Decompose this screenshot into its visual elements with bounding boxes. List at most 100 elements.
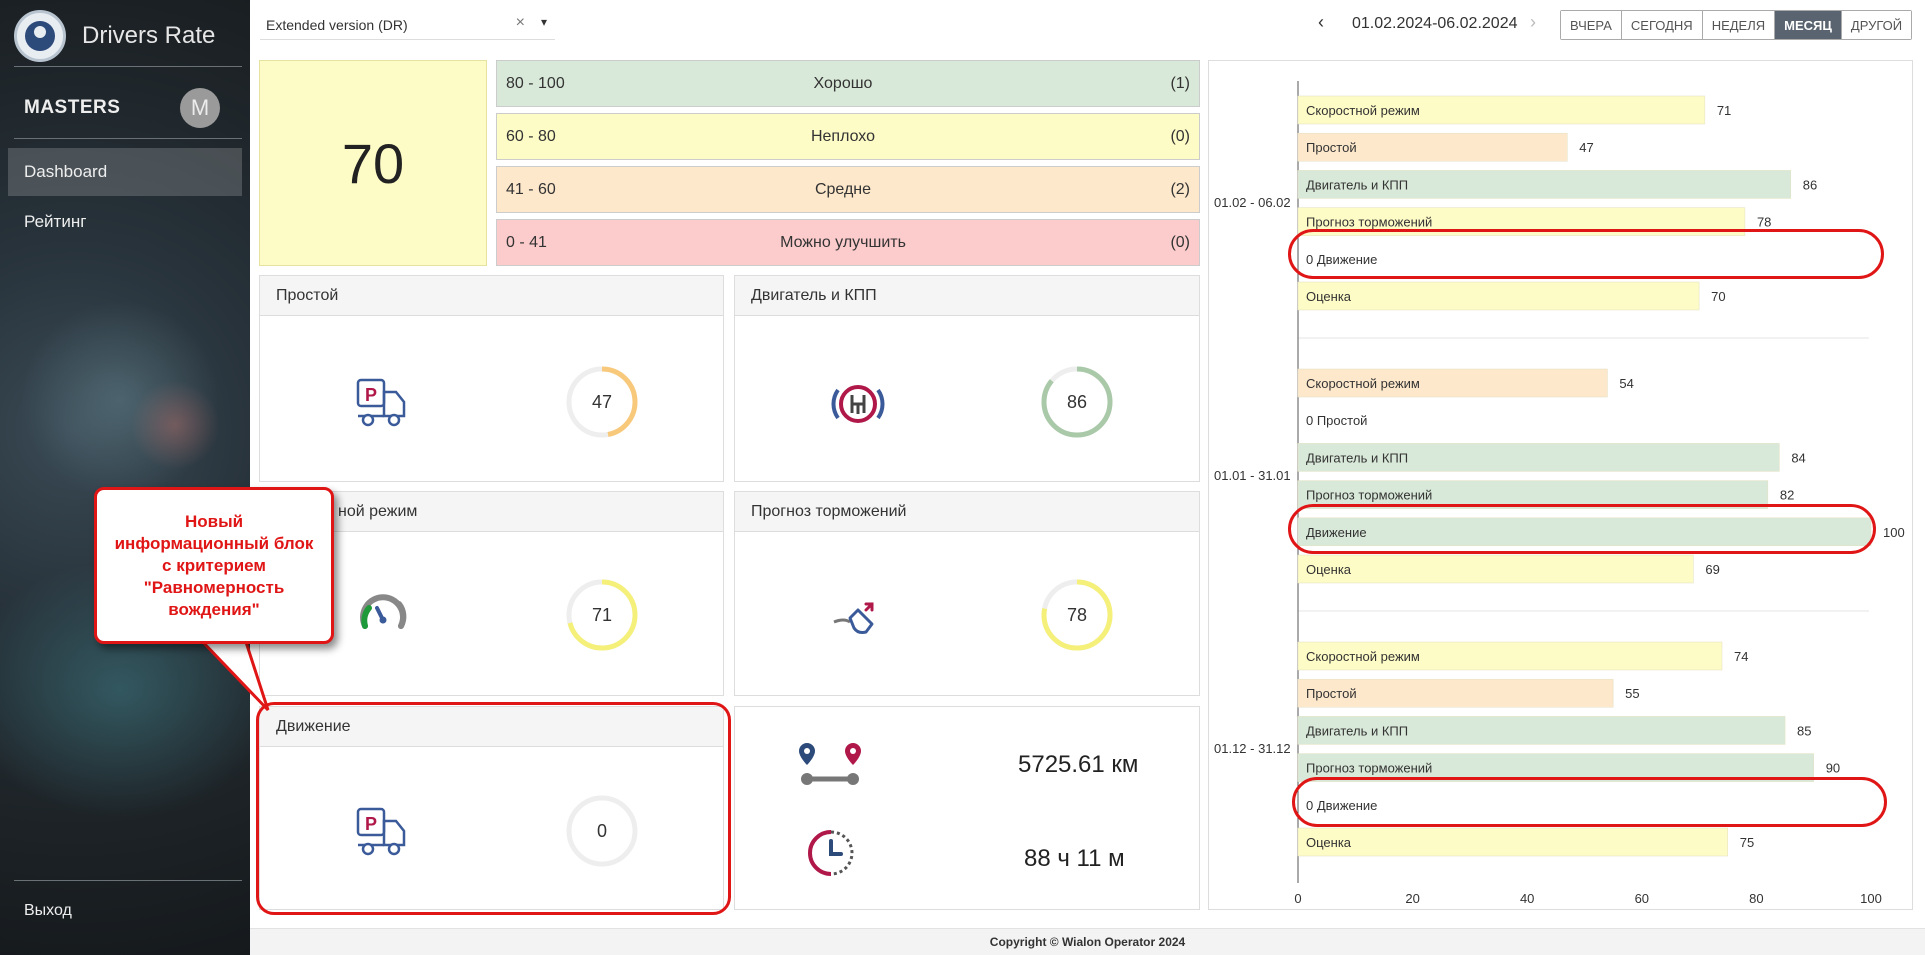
sidebar-divider <box>14 138 242 139</box>
data-label: 75 <box>1740 835 1754 850</box>
bar <box>1297 641 1723 671</box>
bar-label: Скоростной режим <box>1306 376 1420 391</box>
chevron-left-icon[interactable]: ‹ <box>1318 12 1324 32</box>
group-label: 01.02 - 06.02 <box>1214 195 1291 210</box>
highlight-outline <box>1288 229 1884 279</box>
x-tick-label: 0 <box>1294 891 1301 906</box>
bar <box>1297 443 1780 472</box>
bar-label: 0 Простой <box>1306 413 1367 428</box>
duration-value: 88 ч 11 м <box>1024 845 1125 872</box>
bar-label: Простой <box>1306 140 1357 155</box>
score-ring <box>566 579 638 651</box>
x-tick-label: 100 <box>1860 891 1882 906</box>
legend-label: Можно улучшить <box>780 233 906 251</box>
card-engine: Двигатель и КПП 86 <box>734 275 1200 482</box>
bar <box>1297 480 1769 509</box>
x-tick-label: 80 <box>1749 891 1763 906</box>
bar <box>1297 827 1728 857</box>
bar <box>1297 368 1608 398</box>
legend-count: (2) <box>1170 180 1190 198</box>
card-title: Прогноз торможений <box>735 492 1199 532</box>
period-selector: ВЧЕРА СЕГОДНЯ НЕДЕЛЯ МЕСЯЦ ДРУГОЙ <box>1560 10 1913 40</box>
data-label: 100 <box>1883 525 1905 540</box>
sidebar-item-label: Dashboard <box>24 162 108 181</box>
data-label: 85 <box>1797 723 1811 738</box>
group-label: 01.12 - 31.12 <box>1214 741 1291 756</box>
chevron-right-icon[interactable]: › <box>1530 12 1536 32</box>
legend-label: Хорошо <box>813 74 873 92</box>
date-range[interactable]: 01.02.2024-06.02.2024 <box>1352 15 1518 32</box>
annotation-text: Новый информационный блок с критерием "Р… <box>114 511 314 619</box>
bar <box>1297 554 1694 584</box>
bar-label: Двигатель и КПП <box>1306 177 1408 192</box>
period-week-button[interactable]: НЕДЕЛЯ <box>1702 11 1776 39</box>
report-select-value: Extended version (DR) <box>266 16 408 33</box>
legend-row-average: 41 - 60 Средне (2) <box>496 166 1200 213</box>
score-ring-value: 0 <box>596 820 607 841</box>
footer: Copyright © Wialon Operator 2024 <box>250 928 1925 955</box>
data-label: 69 <box>1705 562 1719 577</box>
bar <box>1297 753 1814 782</box>
annotation-callout: Новый информационный блок с критерием "Р… <box>94 487 334 644</box>
avatar[interactable]: M <box>180 88 220 128</box>
bar <box>1297 716 1786 745</box>
bar-label: Прогноз торможений <box>1306 488 1432 503</box>
card-title-text: ной режим <box>338 502 418 520</box>
card-speed-mode: ной режим 71 <box>259 491 724 696</box>
svg-text:P: P <box>365 385 377 405</box>
sidebar-item-label: Рейтинг <box>24 212 87 231</box>
sidebar-item-dashboard[interactable]: Dashboard <box>8 148 242 196</box>
bar-label: Прогноз торможений <box>1306 215 1432 230</box>
bar-label: Оценка <box>1306 562 1352 577</box>
report-select[interactable]: Extended version (DR) × ▾ <box>260 10 555 40</box>
bar-label: Прогноз торможений <box>1306 761 1432 776</box>
bar <box>1297 170 1792 199</box>
period-month-button[interactable]: МЕСЯЦ <box>1775 11 1842 39</box>
sidebar: Drivers Rate MASTERS M Dashboard Рейтинг… <box>0 0 250 955</box>
chevron-down-icon[interactable]: ▾ <box>540 15 547 29</box>
score-ring-value: 78 <box>1066 604 1088 625</box>
bar <box>1297 281 1700 311</box>
legend-row-good: 80 - 100 Хорошо (1) <box>496 60 1200 107</box>
data-label: 84 <box>1791 450 1805 465</box>
score-ring-value: 71 <box>591 604 613 625</box>
highlight-outline <box>1292 777 1887 827</box>
bar <box>1297 95 1706 125</box>
card-title: ной режим <box>260 492 723 532</box>
score-ring <box>1041 579 1113 651</box>
legend-count: (1) <box>1170 74 1190 92</box>
period-today-button[interactable]: СЕГОДНЯ <box>1621 11 1703 39</box>
score-ring <box>566 366 638 438</box>
legend-count: (0) <box>1170 127 1190 145</box>
copyright-text: Copyright © Wialon Operator 2024 <box>989 935 1186 949</box>
legend-range: 0 - 41 <box>506 233 547 251</box>
overall-score-value: 70 <box>341 131 405 195</box>
period-yesterday-button[interactable]: ВЧЕРА <box>1561 11 1622 39</box>
user-row: MASTERS M <box>24 88 220 128</box>
card-trip-stats: 5725.61 км 88 ч 11 м <box>734 706 1200 910</box>
parking-truck-icon: P <box>356 378 406 427</box>
brake-pedal-icon <box>833 602 874 634</box>
data-label: 78 <box>1757 215 1771 230</box>
x-tick-label: 20 <box>1405 891 1419 906</box>
legend-range: 41 - 60 <box>506 180 556 198</box>
data-label: 55 <box>1625 686 1639 701</box>
score-ring <box>566 795 638 867</box>
sidebar-item-rating[interactable]: Рейтинг <box>8 198 242 246</box>
speedometer-icon <box>360 594 407 629</box>
clear-icon[interactable]: × <box>515 14 525 31</box>
period-custom-button[interactable]: ДРУГОЙ <box>1841 11 1912 39</box>
bar-label: Скоростной режим <box>1306 649 1420 664</box>
data-label: 74 <box>1734 649 1748 664</box>
card-idle: Простой P 47 <box>259 275 724 482</box>
data-label: 82 <box>1780 488 1794 503</box>
svg-text:P: P <box>365 814 377 834</box>
clock-icon <box>808 830 854 876</box>
app-logo-row[interactable]: Drivers Rate <box>14 10 215 62</box>
data-label: 90 <box>1826 761 1840 776</box>
legend-range: 80 - 100 <box>506 74 565 92</box>
bar-label: Оценка <box>1306 289 1352 304</box>
callout-pointer <box>196 636 270 712</box>
x-tick-label: 40 <box>1520 891 1534 906</box>
logout-link[interactable]: Выход <box>24 902 72 919</box>
